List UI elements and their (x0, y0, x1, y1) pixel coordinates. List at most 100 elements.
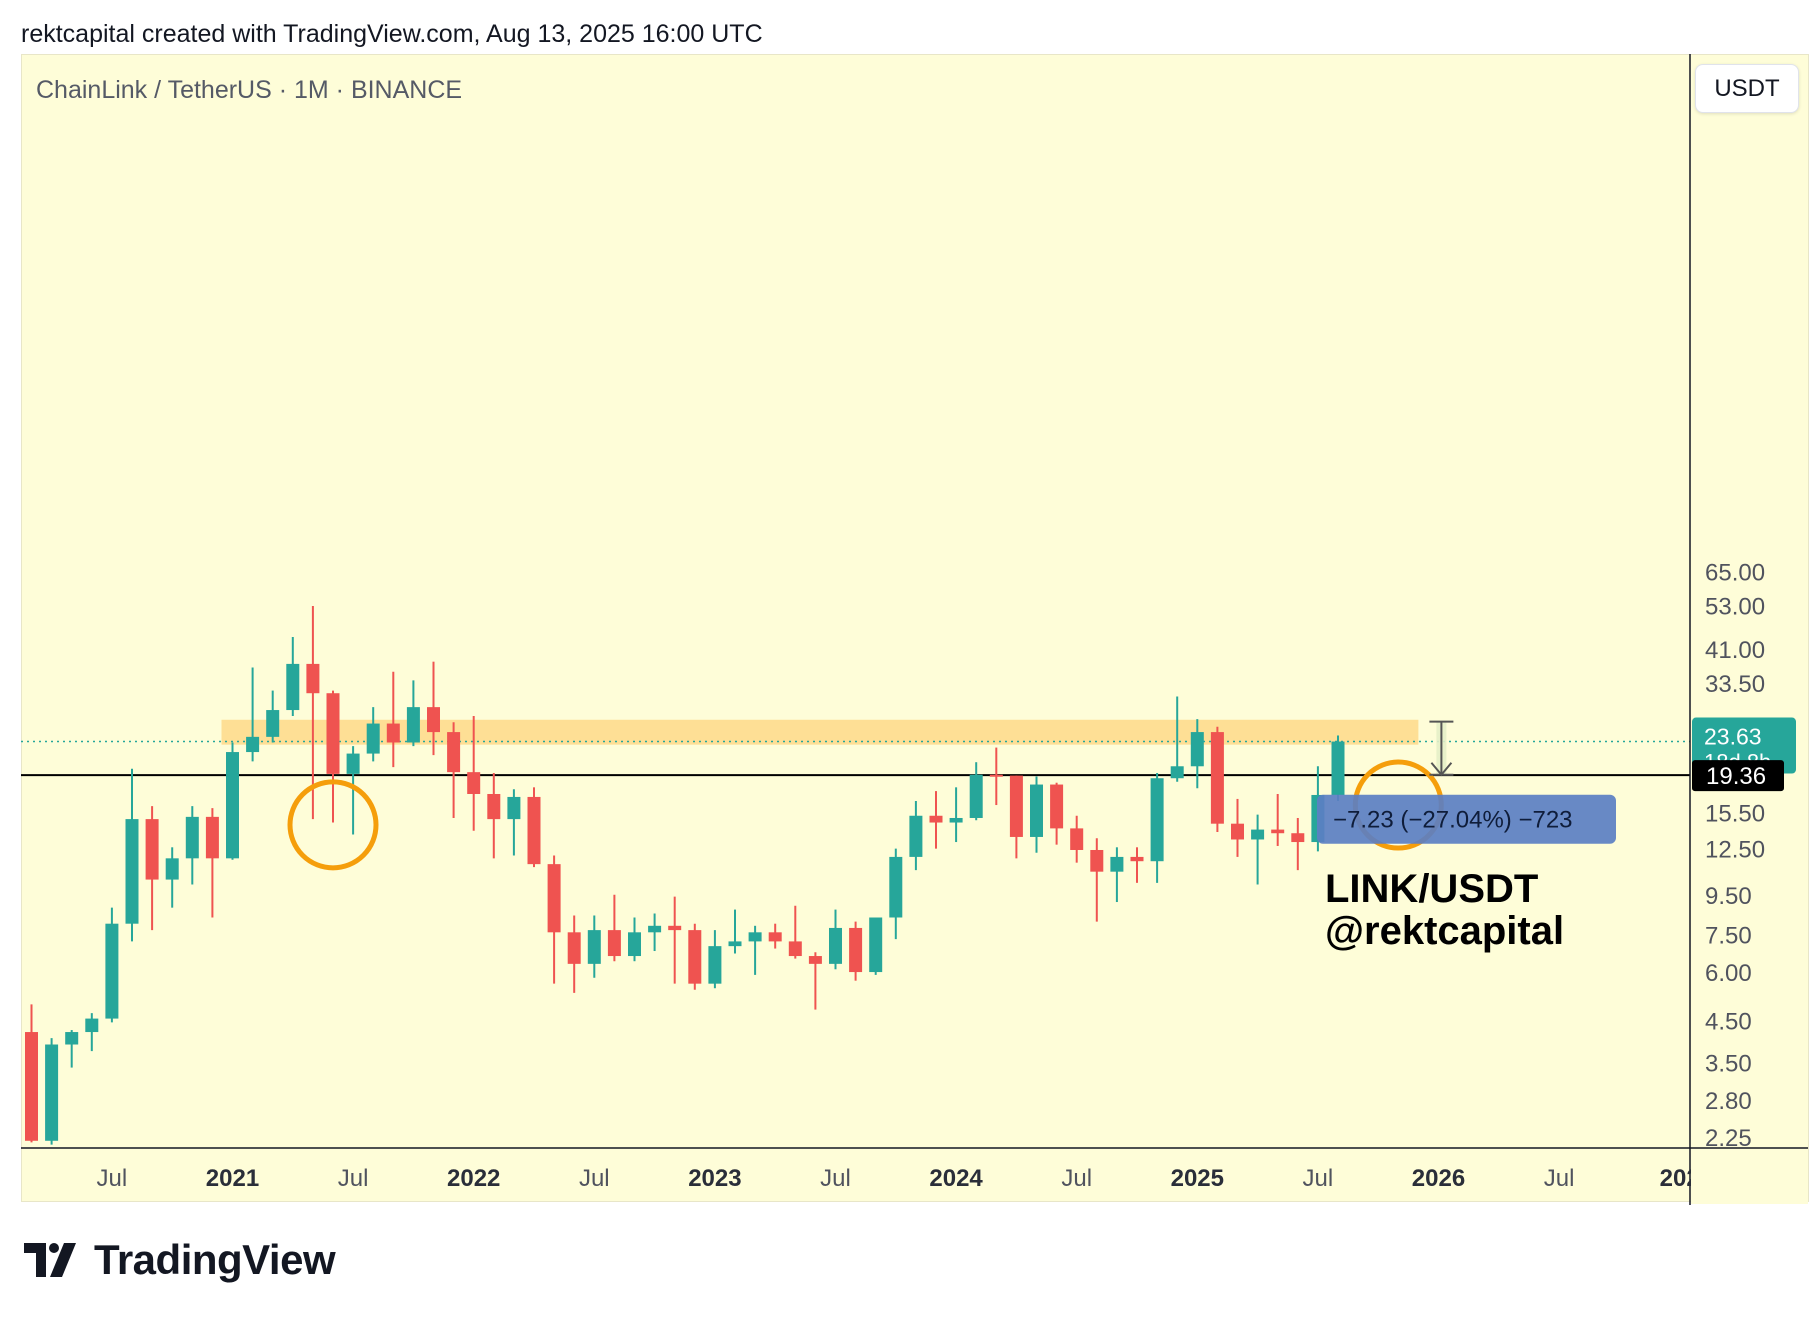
candle (246, 667, 260, 762)
candle (1271, 793, 1285, 846)
candle-body (1130, 856, 1144, 862)
price-tick-label: 53.00 (1705, 594, 1765, 621)
currency-button[interactable]: USDT (1695, 64, 1799, 113)
watermark-pair: LINK/USDT (1325, 867, 1539, 911)
candle (1090, 838, 1104, 922)
candle-body (507, 796, 521, 820)
candle-body (1190, 732, 1204, 767)
candle (226, 742, 239, 860)
candle (527, 787, 541, 868)
candle (406, 680, 420, 747)
candle (105, 907, 119, 1023)
candle-body (1090, 849, 1104, 872)
candle (788, 905, 802, 959)
candle-body (708, 946, 722, 984)
candle (205, 808, 219, 918)
candle-body (788, 941, 802, 957)
candle (306, 606, 320, 820)
candle-body (547, 864, 561, 933)
candle (628, 917, 641, 962)
symbol-title[interactable]: ChainLink / TetherUS · 1M · BINANCE (36, 76, 463, 104)
candle-body (326, 693, 340, 774)
candle-body (266, 710, 280, 737)
candle-body (829, 927, 842, 964)
candles-layer (25, 606, 1345, 1145)
measure-arrow-icon (1430, 762, 1453, 777)
candle-body (145, 819, 159, 880)
candle (286, 637, 300, 717)
candle (1150, 773, 1164, 883)
price-tick-label: 2.80 (1705, 1088, 1752, 1115)
candle-body (808, 956, 822, 964)
price-tick-label: 7.50 (1705, 923, 1752, 950)
support-price-badge (1692, 760, 1784, 792)
candle-body (406, 707, 420, 743)
candle (889, 848, 903, 940)
candle (869, 917, 883, 975)
time-tick-label: 2024 (929, 1165, 983, 1192)
chart-area[interactable] (21, 54, 1809, 1202)
price-tick-label: 9.50 (1705, 883, 1752, 910)
measure-label: −7.23 (−27.04%) −723 (1333, 807, 1573, 834)
candle-body (65, 1032, 79, 1045)
candle (185, 806, 199, 885)
time-tick-label: 2022 (447, 1165, 500, 1192)
candle (1009, 775, 1023, 859)
candle-body (949, 817, 963, 823)
chart-caption: rektcapital created with TradingView.com… (21, 20, 763, 48)
tradingview-logo-icon (24, 1243, 76, 1277)
highlight-circle (287, 779, 379, 871)
candle-body (185, 816, 199, 859)
candle (266, 690, 280, 743)
candle-body (487, 793, 501, 820)
candle-body (125, 819, 139, 924)
candle-body (467, 772, 481, 794)
candle (808, 952, 822, 1010)
candle-body (688, 930, 702, 984)
candle-body (346, 753, 360, 774)
time-tick-label: Jul (820, 1165, 851, 1192)
last-price-badge (1692, 717, 1796, 774)
candle-body (1291, 833, 1305, 843)
price-tick-label: 2.25 (1705, 1125, 1752, 1152)
candle (949, 787, 963, 843)
candle-body (728, 941, 742, 947)
candle (45, 1038, 59, 1145)
price-tick-label: 15.50 (1705, 800, 1765, 827)
candle-body (105, 923, 119, 1019)
candle-body (1050, 784, 1064, 829)
candle-body (1331, 741, 1345, 795)
candle (507, 789, 521, 856)
candle (1030, 776, 1043, 853)
time-tick-label: Jul (338, 1165, 369, 1192)
price-tick-label: 33.50 (1705, 671, 1765, 698)
tradingview-logo[interactable]: TradingView (24, 1236, 336, 1284)
candle (487, 773, 501, 859)
candle (728, 909, 742, 954)
candle-body (45, 1044, 59, 1141)
axes-layer: 65.0053.0041.0033.5025.5015.5012.509.507… (21, 54, 1808, 1205)
candle-body (447, 732, 461, 773)
time-tick-label: Jul (1303, 1165, 1334, 1192)
support-price-value: 19.36 (1706, 763, 1766, 790)
candle-body (929, 815, 943, 823)
candle (326, 690, 340, 823)
candle (1110, 847, 1124, 903)
candle (708, 930, 722, 989)
candle-body (587, 930, 601, 964)
candle (427, 661, 440, 756)
time-tick-label: 2023 (688, 1165, 741, 1192)
candle-body (607, 930, 621, 957)
candle-body (1110, 856, 1124, 872)
candle (1190, 719, 1204, 789)
candle (748, 925, 762, 975)
candle-body (306, 663, 320, 694)
candle (25, 1004, 38, 1143)
candle-body (1271, 829, 1285, 834)
candle-body (989, 774, 1003, 777)
candle (607, 894, 621, 962)
candle (85, 1013, 99, 1052)
candle-body (1210, 732, 1224, 824)
candle (1170, 696, 1184, 782)
